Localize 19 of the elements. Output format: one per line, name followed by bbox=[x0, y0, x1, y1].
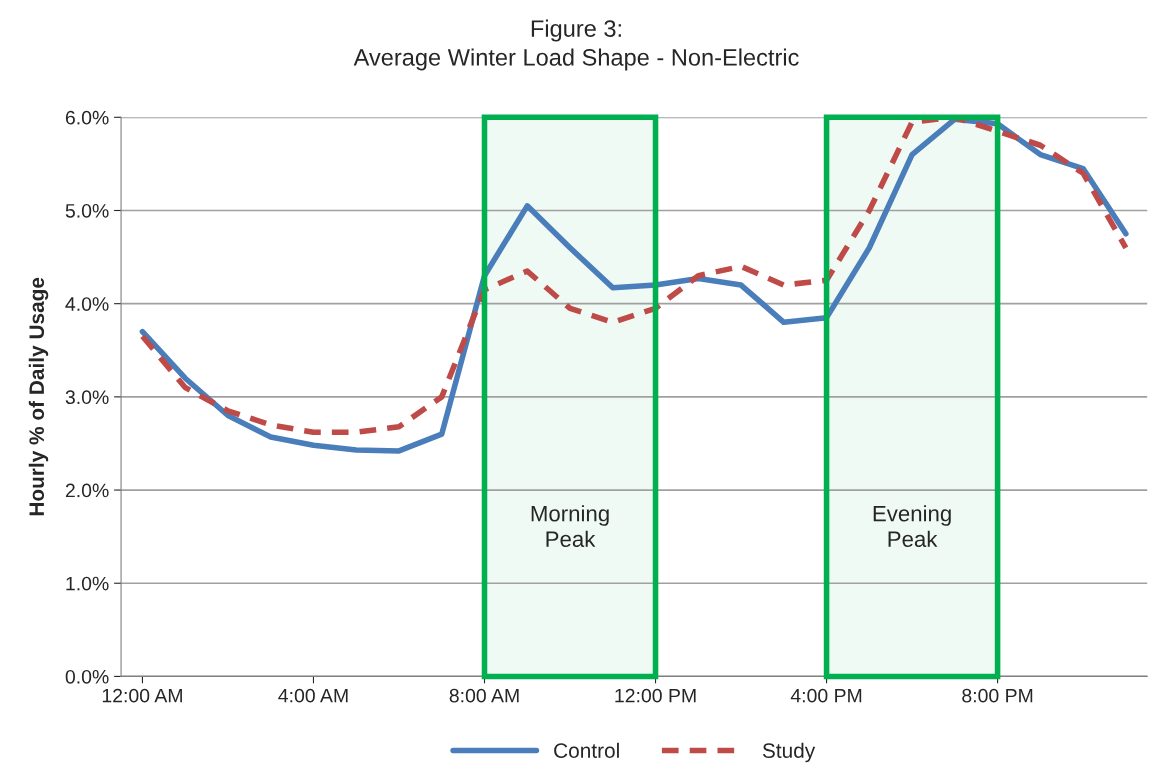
band-label: Evening Peak bbox=[873, 505, 951, 547]
y-tick-label: 3.0% bbox=[65, 390, 109, 405]
y-axis-title: Hourly % of Daily Usage bbox=[28, 277, 49, 516]
x-tick-label: 8:00 PM bbox=[962, 688, 1033, 703]
legend-label: Study bbox=[762, 742, 816, 763]
chart-title: Figure 3: Average Winter Load Shape - Non-Electric bbox=[353, 19, 799, 71]
y-tick-label: 5.0% bbox=[65, 203, 109, 218]
y-tick-label: 1.0% bbox=[66, 576, 109, 591]
x-tick-label: 4:00 PM bbox=[790, 688, 862, 703]
x-tick-label: 8:00 AM bbox=[449, 688, 519, 703]
y-tick-label: 0.0% bbox=[65, 669, 109, 684]
y-tick-label: 6.0% bbox=[65, 110, 109, 125]
x-tick-label: 4:00 AM bbox=[278, 688, 348, 703]
band-label: Morning Peak bbox=[531, 505, 609, 547]
x-tick-label: 12:00 AM bbox=[102, 688, 182, 703]
y-tick-label: 2.0% bbox=[65, 483, 109, 498]
legend-label: Control bbox=[554, 742, 619, 759]
y-tick-label: 4.0% bbox=[65, 297, 109, 311]
x-tick-label: 12:00 PM bbox=[615, 688, 696, 703]
